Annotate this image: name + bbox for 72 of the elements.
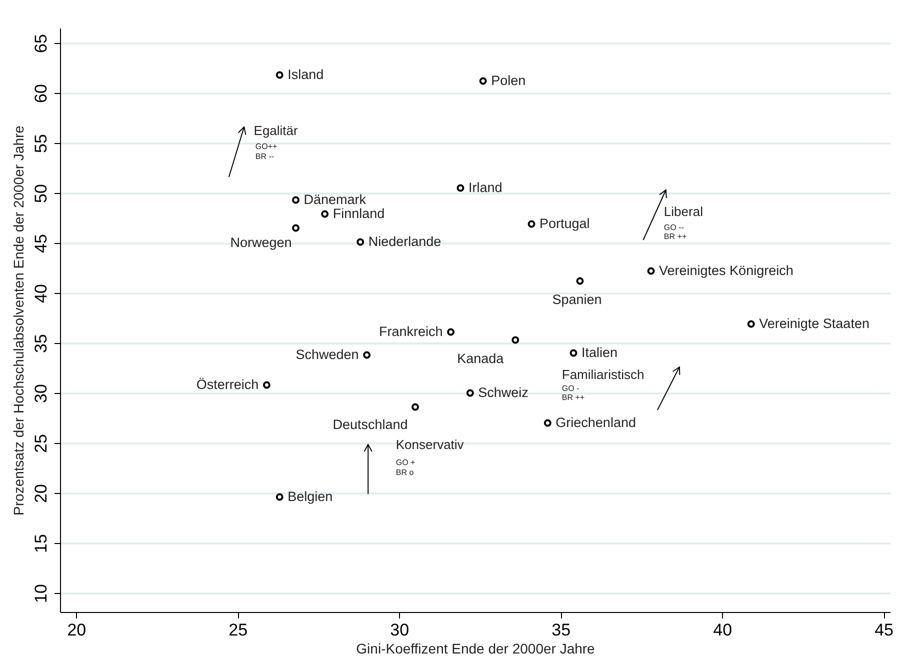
point (576, 277, 584, 285)
point (276, 493, 284, 501)
point (292, 224, 300, 232)
series-label: Finnland (332, 206, 385, 221)
series-label: Österreich (196, 377, 259, 392)
annotation: GO -- (664, 223, 684, 232)
y-tick-label: 55 (32, 134, 50, 153)
point (747, 320, 755, 328)
series-label: Vereinigte Staaten (759, 316, 870, 331)
annotation: BR ++ (562, 393, 585, 402)
annotation: Konservativ (396, 437, 464, 452)
point (276, 71, 284, 79)
point (528, 220, 536, 228)
x-tick-label: 40 (713, 620, 732, 640)
point (479, 77, 487, 85)
y-tick-label: 40 (32, 284, 50, 303)
series-label: Norwegen (230, 235, 292, 250)
y-tick-label: 20 (32, 484, 50, 503)
y-tick-label: 25 (32, 434, 50, 453)
annotation: Liberal (664, 204, 704, 219)
x-tick-label: 35 (552, 620, 571, 640)
series-label: Niederlande (368, 234, 442, 249)
y-tick-label: 60 (32, 84, 50, 103)
point (262, 381, 270, 389)
series-label: Kanada (457, 351, 504, 366)
point (456, 184, 464, 192)
point (292, 196, 300, 204)
series-label: Irland (468, 180, 502, 195)
point (570, 349, 578, 357)
point (412, 403, 419, 411)
annotation: Familiaristisch (562, 367, 644, 382)
series-label: Belgien (288, 489, 333, 504)
x-tick-label: 30 (390, 620, 410, 640)
series-label: Portugal (540, 216, 590, 231)
point (447, 328, 455, 336)
x-axis-title: Gini-Koeffizent Ende der 2000er Jahre (356, 640, 596, 656)
series-label: Island (288, 67, 324, 82)
annotation: GO + (396, 458, 416, 467)
series-label: Schweden (296, 347, 359, 362)
y-tick-label: 15 (32, 534, 50, 553)
series-label: Deutschland (332, 417, 408, 432)
point (321, 210, 329, 218)
annotation: Egalitär (254, 123, 299, 138)
point (647, 267, 655, 275)
series-label: Dänemark (304, 192, 366, 207)
annotation: BR -- (255, 152, 274, 161)
series-label: Polen (491, 73, 526, 88)
y-tick-label: 10 (32, 584, 50, 603)
series-label: Griechenland (556, 415, 636, 430)
series-label: Italien (582, 345, 618, 360)
point (356, 238, 364, 246)
point (466, 389, 474, 397)
annotation: BR o (396, 468, 414, 477)
point (512, 336, 520, 344)
series-label: Spanien (552, 292, 602, 307)
y-tick-label: 30 (32, 384, 50, 403)
series-label: Frankreich (378, 324, 443, 339)
annotation: GO - (562, 384, 580, 393)
y-tick-label: 50 (32, 184, 50, 203)
x-tick-label: 20 (67, 620, 86, 640)
series-label: Vereinigtes Königreich (659, 263, 794, 278)
point (544, 419, 552, 427)
series-label: Schweiz (478, 385, 529, 400)
point (363, 351, 371, 359)
y-tick-label: 35 (32, 334, 50, 353)
y-axis-title: Prozentsatz der Hochschulabsolventen Ende der 2000er Jahre (10, 125, 26, 516)
x-tick-label: 45 (874, 620, 894, 640)
x-tick-label: 25 (228, 620, 248, 640)
annotation: BR ++ (664, 232, 687, 241)
annotation: GO++ (255, 142, 278, 151)
y-tick-label: 45 (32, 234, 50, 253)
y-tick-label: 65 (32, 34, 50, 53)
